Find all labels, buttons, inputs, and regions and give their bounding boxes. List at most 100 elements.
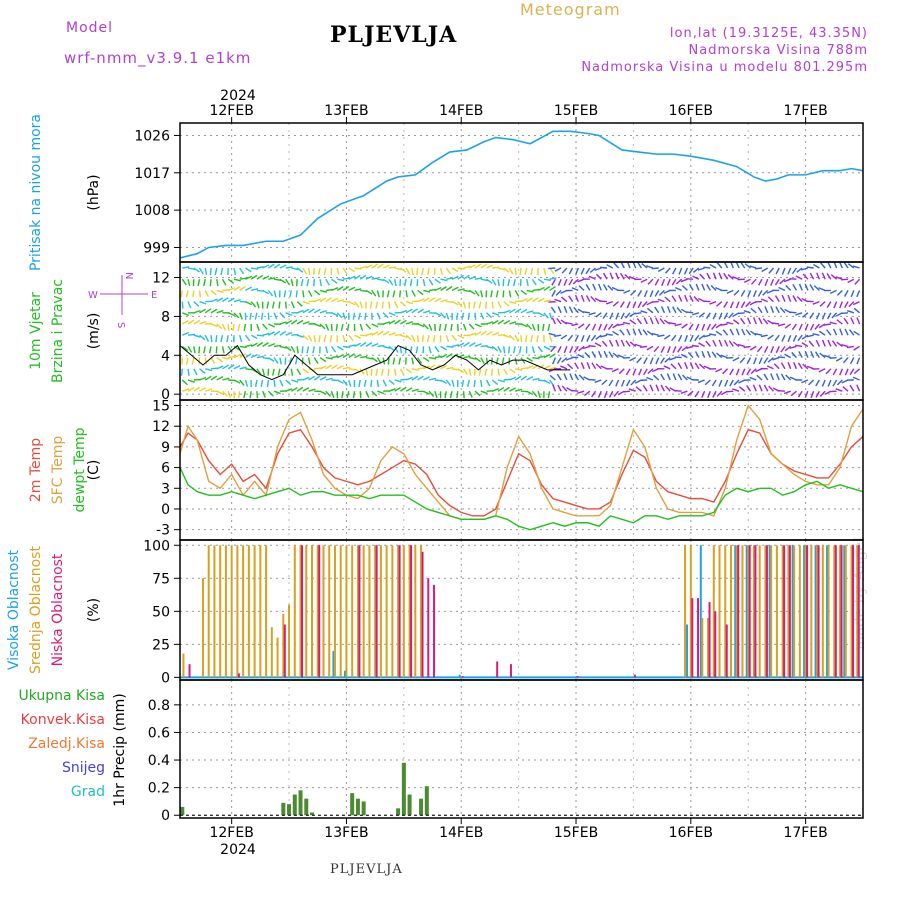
wind-barb xyxy=(646,330,654,336)
y-tick-label: 1026 xyxy=(134,128,170,144)
wind-barb xyxy=(672,306,677,314)
wind-barb xyxy=(486,345,494,349)
wind-barb xyxy=(783,390,791,395)
wind-barb xyxy=(774,295,780,302)
wind-barb xyxy=(239,285,246,291)
wind-barb xyxy=(688,284,694,291)
wind-barb xyxy=(388,301,391,309)
model-name: wrf-nmm_v3.9.1 e1km xyxy=(64,49,252,67)
wind-barb xyxy=(503,368,508,376)
temp-line-0 xyxy=(179,428,864,517)
wind-barb xyxy=(848,301,855,308)
wind-barb xyxy=(509,300,517,305)
wind-barb xyxy=(199,368,206,374)
wind-barb xyxy=(331,364,338,370)
wind-barb xyxy=(336,379,344,384)
wind-barb xyxy=(746,368,752,376)
precip-bar xyxy=(304,798,309,816)
wind-barb xyxy=(474,290,480,297)
wind-barb xyxy=(754,267,763,270)
compass-south: S xyxy=(115,322,126,328)
compass-west: W xyxy=(88,290,98,301)
wind-barb xyxy=(256,368,262,375)
wind-barb xyxy=(415,346,419,354)
wind-barb xyxy=(716,390,723,397)
wind-barb xyxy=(726,356,734,359)
wind-barb xyxy=(836,289,843,296)
wind-barb xyxy=(746,317,752,325)
wind-barb xyxy=(665,267,671,274)
bottom-date-tick: 12FEB xyxy=(209,825,253,841)
wind-barb xyxy=(772,356,780,361)
wind-barb xyxy=(245,300,253,306)
wind-barb xyxy=(243,391,247,399)
wind-barb xyxy=(289,290,293,298)
wind-barb xyxy=(222,377,230,381)
wind-barb xyxy=(243,323,247,332)
wind-barb xyxy=(377,263,384,269)
wind-barb xyxy=(245,275,253,280)
wind-barb xyxy=(197,279,201,287)
wind-barb xyxy=(444,391,448,399)
wind-barb xyxy=(382,264,390,269)
wind-barb xyxy=(214,267,218,275)
wind-barb xyxy=(273,290,277,298)
wind-barb xyxy=(296,301,303,307)
wind-barb xyxy=(716,301,723,307)
wind-barb xyxy=(819,352,826,359)
wind-barb xyxy=(445,312,450,320)
wind-barb xyxy=(524,267,528,275)
wind-barb xyxy=(474,263,482,269)
wind-barb xyxy=(618,368,625,375)
wind-barb xyxy=(664,385,671,392)
wind-barb xyxy=(210,375,218,381)
wind-barb xyxy=(376,379,380,388)
wind-barb xyxy=(480,390,488,395)
top-date-tick: 14FEB xyxy=(439,103,483,119)
wind-barb xyxy=(428,377,437,381)
wind-barb xyxy=(804,323,809,331)
wind-barb xyxy=(302,387,310,392)
wind-barb xyxy=(745,329,752,336)
wind-barb xyxy=(491,388,500,392)
y-tick-label: 8 xyxy=(161,309,170,325)
wind-barb xyxy=(398,357,402,365)
wind-barb xyxy=(802,312,809,318)
wind-barb xyxy=(193,334,201,338)
wind-barb xyxy=(671,295,677,302)
wind-barb xyxy=(514,290,520,297)
wind-barb xyxy=(531,323,536,331)
wind-barb xyxy=(325,346,329,354)
wind-barb xyxy=(839,328,843,336)
wind-barb xyxy=(245,344,253,348)
wind-barb xyxy=(181,320,189,325)
wind-barb xyxy=(416,335,420,343)
wind-barb xyxy=(359,341,367,347)
wind-barb xyxy=(209,267,212,276)
wind-barb xyxy=(560,365,568,370)
wind-barb xyxy=(798,323,803,331)
wind-barb xyxy=(445,334,450,343)
wind-barb xyxy=(359,301,363,309)
y-tick-label: 0.4 xyxy=(148,753,170,769)
wind-barb xyxy=(818,368,826,373)
wind-barb xyxy=(640,310,648,314)
wind-barb xyxy=(445,267,451,275)
wind-barb xyxy=(400,319,407,325)
wind-barb xyxy=(620,261,625,269)
wind-barb xyxy=(635,386,642,392)
wind-barb xyxy=(628,276,636,280)
wind-barb xyxy=(348,275,356,280)
wind-barb xyxy=(365,275,373,280)
wind-barb xyxy=(249,312,252,320)
wind-barb xyxy=(502,279,505,287)
wind-barb xyxy=(758,357,763,365)
wind-barb xyxy=(737,343,745,348)
wind-barb xyxy=(735,328,740,336)
wind-barb xyxy=(715,368,723,373)
wind-barb xyxy=(187,387,195,392)
wind-barb xyxy=(815,312,821,320)
wind-barb xyxy=(744,263,751,269)
wind-barb xyxy=(598,350,602,358)
